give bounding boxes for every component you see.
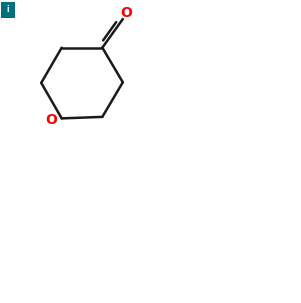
Text: O: O [45,113,57,127]
Text: i: i [7,5,9,14]
Text: O: O [120,6,132,20]
FancyBboxPatch shape [1,2,15,18]
